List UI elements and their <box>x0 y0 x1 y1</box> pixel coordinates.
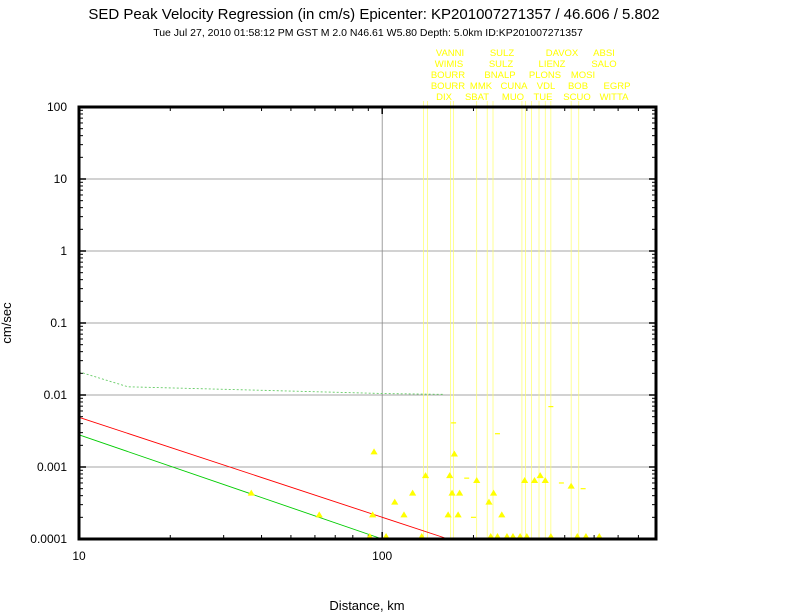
y-tick-label: 0.0001 <box>30 532 67 546</box>
station-label: BNALP <box>484 70 515 81</box>
data-point <box>473 476 481 483</box>
data-point <box>489 489 498 496</box>
regression-line-1 <box>78 416 449 540</box>
data-point <box>485 498 493 505</box>
station-label: ABSI <box>593 48 615 59</box>
station-label: TUE <box>534 92 553 103</box>
y-axis-label: cm/sec <box>0 302 14 344</box>
data-point <box>369 511 377 518</box>
x-axis-label: Distance, km <box>329 598 404 612</box>
x-tick-label: 100 <box>372 549 392 563</box>
data-point <box>567 482 575 489</box>
station-label: SBAT <box>465 92 489 103</box>
station-label: WIMIS <box>435 59 464 70</box>
data-point <box>498 511 506 518</box>
regression-line-2 <box>78 434 383 540</box>
station-label: BOURR <box>431 81 465 92</box>
station-label: MUO <box>502 92 524 103</box>
data-point <box>454 511 462 518</box>
station-label: SCUO <box>563 92 590 103</box>
data-point <box>444 511 452 518</box>
station-label: VDL <box>537 81 555 92</box>
station-label: SULZ <box>489 59 513 70</box>
station-label: CUNA <box>501 81 529 92</box>
regression-line-3 <box>78 371 445 395</box>
regression-lines <box>78 371 449 540</box>
station-label: BOURR <box>431 70 465 81</box>
station-label: DAVOX <box>546 48 579 59</box>
y-tick-label: 0.001 <box>37 460 67 474</box>
station-label: EGRP <box>604 81 631 92</box>
data-point <box>400 511 408 518</box>
station-label: SULZ <box>490 48 514 59</box>
chart-subtitle: Tue Jul 27, 2010 01:58:12 PM GST M 2.0 N… <box>153 27 583 39</box>
data-point <box>247 489 255 496</box>
x-tick-label: 10 <box>72 549 86 563</box>
plot-frame <box>77 105 658 541</box>
station-label: VANNI <box>436 48 464 59</box>
station-lines <box>423 101 580 539</box>
data-point <box>370 448 378 455</box>
y-tick-labels: 100 10 1 0.1 0.01 0.001 0.0001 <box>30 100 67 546</box>
data-point <box>541 476 549 483</box>
station-label: DIX <box>436 92 453 103</box>
y-tick-label: 0.1 <box>50 316 67 330</box>
data-point <box>536 472 544 479</box>
data-point <box>530 476 539 483</box>
y-tick-label: 0.01 <box>44 388 68 402</box>
grid <box>78 106 657 540</box>
data-point <box>421 472 430 479</box>
x-tick-labels: 10 100 <box>72 549 392 563</box>
station-label: WITTA <box>600 92 630 103</box>
data-point <box>455 489 464 496</box>
data-point <box>409 489 417 496</box>
y-tick-label: 10 <box>54 172 68 186</box>
data-point <box>450 450 458 457</box>
station-label: MOSI <box>571 70 595 81</box>
station-label: LIENZ <box>539 59 566 70</box>
chart-title: SED Peak Velocity Regression (in cm/s) E… <box>88 6 659 23</box>
station-label: SALO <box>591 59 616 70</box>
station-label: MMK <box>470 81 493 92</box>
y-tick-label: 1 <box>60 244 67 258</box>
data-point <box>391 498 399 505</box>
y-tick-label: 100 <box>47 100 67 114</box>
data-point <box>446 472 454 479</box>
station-label: BOB <box>568 81 588 92</box>
data-point <box>448 489 456 496</box>
data-points <box>247 406 603 540</box>
data-point <box>521 476 529 483</box>
station-label: PLONS <box>529 70 561 81</box>
data-point <box>315 511 323 518</box>
station-labels: VANNI SULZ DAVOX ABSI WIMIS SULZ LIENZ SALO BOUR… <box>431 48 631 103</box>
